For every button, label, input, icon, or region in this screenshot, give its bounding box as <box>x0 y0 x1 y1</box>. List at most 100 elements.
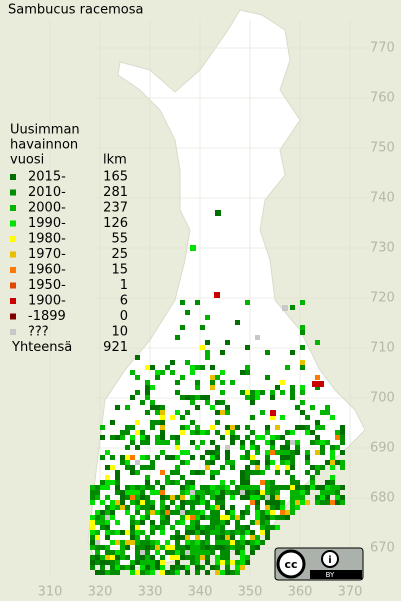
observation-square <box>270 490 275 495</box>
observation-square <box>165 475 170 480</box>
observation-square <box>320 490 325 495</box>
y-label: 710 <box>370 341 395 356</box>
observation-square <box>185 515 190 520</box>
observation-square <box>135 535 140 540</box>
observation-square <box>130 425 135 430</box>
observation-square <box>240 515 245 520</box>
observation-square <box>95 560 100 565</box>
observation-square <box>190 495 195 500</box>
observation-square <box>205 535 210 540</box>
observation-square <box>250 535 255 540</box>
observation-square <box>320 495 325 500</box>
observation-square <box>225 485 230 490</box>
legend-count: 126 <box>103 216 128 231</box>
observation-squares <box>90 210 345 575</box>
observation-square <box>210 450 215 455</box>
observation-square <box>195 515 200 520</box>
observation-square <box>105 570 110 575</box>
observation-square <box>145 465 150 470</box>
observation-square <box>100 520 105 525</box>
observation-square <box>265 480 270 485</box>
observation-square <box>105 510 110 515</box>
observation-square <box>165 520 170 525</box>
observation-square <box>260 410 265 415</box>
observation-square <box>150 500 155 505</box>
observation-square <box>340 440 345 445</box>
observation-square <box>200 515 205 520</box>
observation-square <box>180 375 185 380</box>
observation-square <box>240 370 245 375</box>
observation-square <box>205 430 210 435</box>
observation-square <box>265 515 270 520</box>
observation-square <box>340 485 345 490</box>
observation-square <box>225 515 230 520</box>
observation-square <box>110 435 115 440</box>
observation-square <box>130 560 135 565</box>
observation-square <box>265 520 270 525</box>
observation-square <box>130 440 135 445</box>
observation-square <box>225 340 230 345</box>
observation-square <box>135 500 140 505</box>
observation-square <box>255 465 260 470</box>
observation-square <box>220 530 225 535</box>
observation-square <box>165 510 170 515</box>
observation-square <box>195 530 200 535</box>
observation-square <box>210 515 215 520</box>
observation-square <box>225 530 230 535</box>
observation-square <box>290 430 295 435</box>
observation-square <box>335 490 340 495</box>
observation-square <box>135 420 140 425</box>
observation-square <box>235 425 240 430</box>
observation-square <box>110 555 115 560</box>
observation-square <box>130 485 135 490</box>
observation-square <box>220 520 225 525</box>
observation-square <box>145 485 150 490</box>
observation-square <box>145 500 150 505</box>
observation-square <box>255 435 260 440</box>
observation-square <box>225 545 230 550</box>
observation-square <box>150 420 155 425</box>
observation-square <box>255 445 260 450</box>
observation-square <box>170 435 175 440</box>
observation-square <box>265 465 270 470</box>
observation-square <box>140 465 145 470</box>
observation-square <box>285 445 290 450</box>
observation-square <box>270 485 275 490</box>
observation-square <box>150 490 155 495</box>
observation-square <box>315 440 320 445</box>
observation-square <box>175 445 180 450</box>
observation-square <box>220 495 225 500</box>
observation-square <box>245 530 250 535</box>
observation-square <box>270 500 275 505</box>
observation-square <box>225 550 230 555</box>
observation-square <box>255 505 260 510</box>
observation-square <box>200 550 205 555</box>
observation-square <box>155 420 160 425</box>
legend-count: 15 <box>111 263 128 278</box>
observation-square <box>190 485 195 490</box>
observation-square <box>255 520 260 525</box>
observation-square <box>205 350 210 355</box>
observation-square <box>90 560 95 565</box>
observation-square <box>170 545 175 550</box>
observation-square <box>90 555 95 560</box>
observation-square <box>200 510 205 515</box>
observation-square <box>105 535 110 540</box>
observation-square <box>165 570 170 575</box>
observation-square <box>290 385 295 390</box>
observation-square <box>205 490 210 495</box>
observation-square <box>325 490 330 495</box>
observation-square <box>305 460 310 465</box>
observation-square <box>150 460 155 465</box>
observation-square <box>215 420 220 425</box>
observation-square <box>260 530 265 535</box>
observation-square <box>220 515 225 520</box>
observation-square <box>195 405 200 410</box>
legend-heading: havainnon <box>10 138 78 153</box>
observation-square <box>235 435 240 440</box>
observation-square <box>230 465 235 470</box>
y-label: 730 <box>370 241 395 256</box>
observation-square <box>110 500 115 505</box>
observation-square <box>265 350 270 355</box>
observation-square <box>325 460 330 465</box>
